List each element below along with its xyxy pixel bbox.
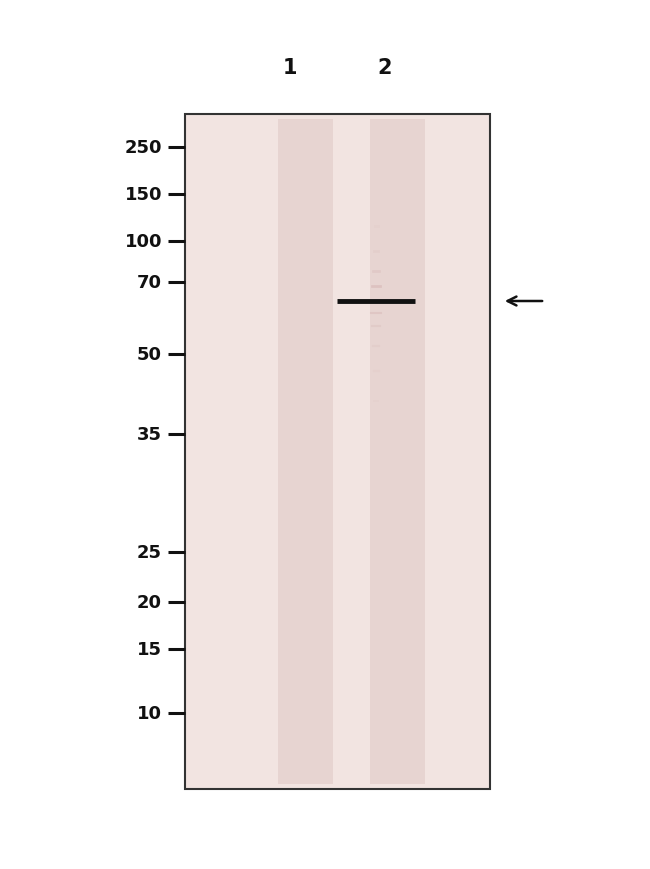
Text: 100: 100 — [125, 233, 162, 251]
Text: 20: 20 — [137, 594, 162, 611]
Text: 70: 70 — [137, 274, 162, 292]
Text: 35: 35 — [137, 426, 162, 443]
Bar — [185, 115, 490, 789]
Text: 250: 250 — [125, 139, 162, 156]
Text: 15: 15 — [137, 640, 162, 658]
Text: 150: 150 — [125, 186, 162, 203]
Text: 2: 2 — [378, 58, 392, 78]
Text: 1: 1 — [283, 58, 297, 78]
Bar — [278, 120, 333, 784]
Text: 25: 25 — [137, 543, 162, 561]
Text: 10: 10 — [137, 704, 162, 722]
Bar — [370, 120, 425, 784]
Text: 50: 50 — [137, 346, 162, 363]
